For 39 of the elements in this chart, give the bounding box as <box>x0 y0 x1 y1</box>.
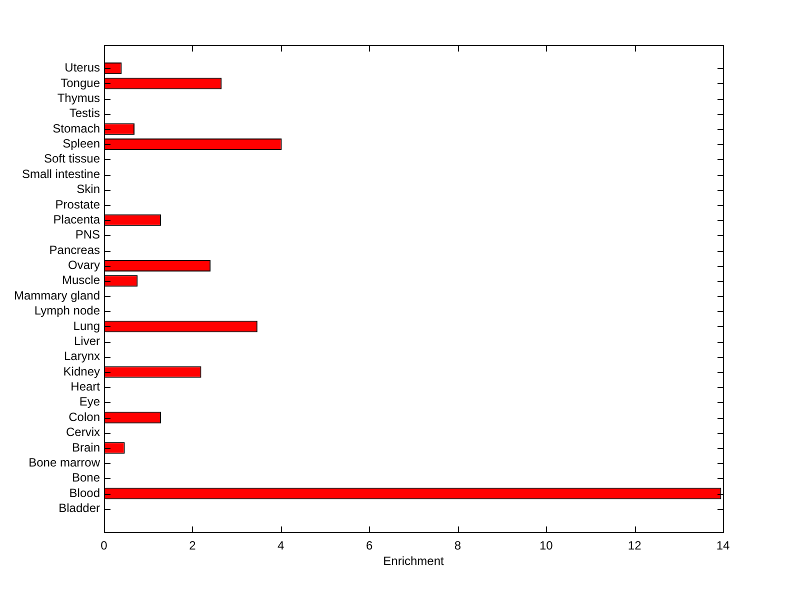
y-tick-label: Bladder <box>58 501 100 516</box>
y-tick-label: Eye <box>79 394 100 409</box>
y-tick-label: Thymus <box>57 90 100 105</box>
y-tick-label: Colon <box>68 410 100 424</box>
y-tick-label: Bone marrow <box>28 455 100 470</box>
y-tick-label: Stomach <box>52 121 100 136</box>
y-tick-label: Mammary gland <box>14 288 100 302</box>
y-tick-label: Small intestine <box>22 166 100 181</box>
y-tick-label: Kidney <box>63 364 100 378</box>
y-tick-label: Soft tissue <box>44 152 100 166</box>
y-tick-label: Pancreas <box>49 242 100 257</box>
x-axis-title: Enrichment <box>383 554 445 568</box>
x-tick-label: 12 <box>628 538 642 553</box>
y-tick-label: Tongue <box>60 76 100 90</box>
y-tick-label: Blood <box>69 486 100 500</box>
y-tick-label: Bone <box>72 470 100 485</box>
y-tick-label: Testis <box>69 106 100 120</box>
x-tick-label: 4 <box>278 538 285 553</box>
y-tick-label: Larynx <box>64 349 100 364</box>
y-tick-label: Spleen <box>62 136 100 151</box>
y-tick-label: Muscle <box>62 273 100 288</box>
x-tick-label: 0 <box>100 538 108 553</box>
y-tick-label: Lung <box>73 318 100 333</box>
y-tick-label: Placenta <box>53 212 100 226</box>
y-tick-label: Uterus <box>64 60 100 75</box>
y-tick-label: Skin <box>76 182 100 196</box>
x-tick-label: 6 <box>366 538 373 553</box>
y-tick-label: Liver <box>74 334 100 348</box>
x-tick-label: 10 <box>539 538 554 553</box>
x-tick-label: 8 <box>454 538 462 553</box>
y-tick-label: Cervix <box>66 425 100 440</box>
y-tick-label: Ovary <box>68 258 100 272</box>
x-tick-label: 2 <box>189 538 196 553</box>
y-tick-label: Brain <box>72 440 100 454</box>
y-tick-label: Heart <box>70 380 101 394</box>
y-tick-label: Lymph node <box>34 304 100 318</box>
x-tick-label: 14 <box>716 538 730 553</box>
y-tick-label: Prostate <box>55 197 100 212</box>
y-tick-label: PNS <box>75 228 100 242</box>
